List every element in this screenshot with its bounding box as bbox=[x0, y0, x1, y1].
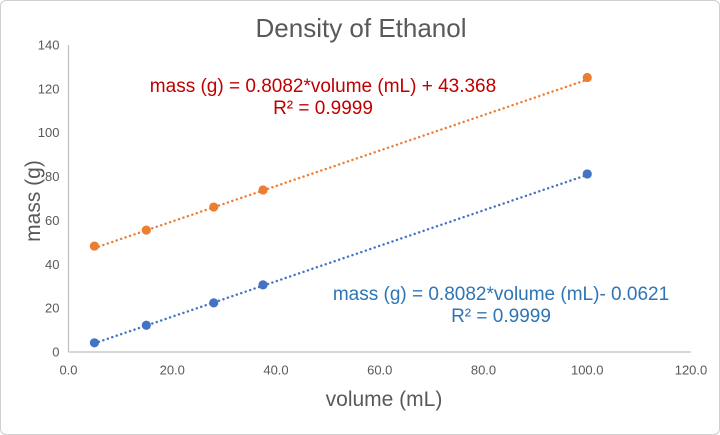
x-tick-label: 60.0 bbox=[367, 363, 392, 378]
y-tick-label: 40 bbox=[45, 257, 59, 272]
data-point-orange bbox=[582, 72, 592, 83]
x-tick-label: 0.0 bbox=[59, 363, 77, 378]
equation-block-blue: mass (g) = 0.8082*volume (mL)- 0.0621 R²… bbox=[333, 284, 669, 328]
y-tick-label: 60 bbox=[45, 213, 59, 228]
data-point-blue bbox=[209, 298, 219, 308]
equation-block-orange: mass (g) = 0.8082*volume (mL) + 43.368 R… bbox=[150, 76, 496, 120]
y-tick-label: 80 bbox=[45, 169, 59, 184]
y-tick-label: 140 bbox=[38, 38, 60, 53]
r-squared-text-orange: R² = 0.9999 bbox=[273, 98, 373, 119]
data-point-orange bbox=[258, 185, 268, 195]
y-tick-label: 120 bbox=[38, 81, 60, 96]
x-tick-label: 100.0 bbox=[571, 363, 604, 378]
equation-text-blue: mass (g) = 0.8082*volume (mL)- 0.0621 bbox=[332, 284, 670, 305]
data-point-orange bbox=[209, 202, 219, 212]
data-point-blue bbox=[582, 169, 592, 179]
x-tick-label: 20.0 bbox=[160, 363, 185, 378]
r-squared-text-blue: R² = 0.9999 bbox=[451, 306, 551, 327]
data-point-orange bbox=[141, 225, 151, 235]
chart-title: Density of Ethanol bbox=[255, 13, 467, 43]
y-axis-title: mass (g) bbox=[22, 160, 45, 242]
equation-text-orange: mass (g) = 0.8082*volume (mL) + 43.368 bbox=[149, 76, 497, 97]
x-tick-label: 40.0 bbox=[263, 363, 288, 378]
y-tick-label: 20 bbox=[45, 301, 59, 316]
data-point-blue bbox=[258, 280, 268, 290]
x-axis-title: volume (mL) bbox=[325, 388, 443, 411]
y-tick-label: 0 bbox=[52, 345, 59, 360]
data-point-orange bbox=[89, 241, 100, 251]
x-tick-label: 80.0 bbox=[471, 363, 496, 378]
x-tick-label: 120.0 bbox=[675, 363, 708, 378]
data-point-blue bbox=[141, 320, 151, 330]
data-point-blue bbox=[89, 338, 100, 348]
y-tick-label: 100 bbox=[38, 125, 60, 140]
